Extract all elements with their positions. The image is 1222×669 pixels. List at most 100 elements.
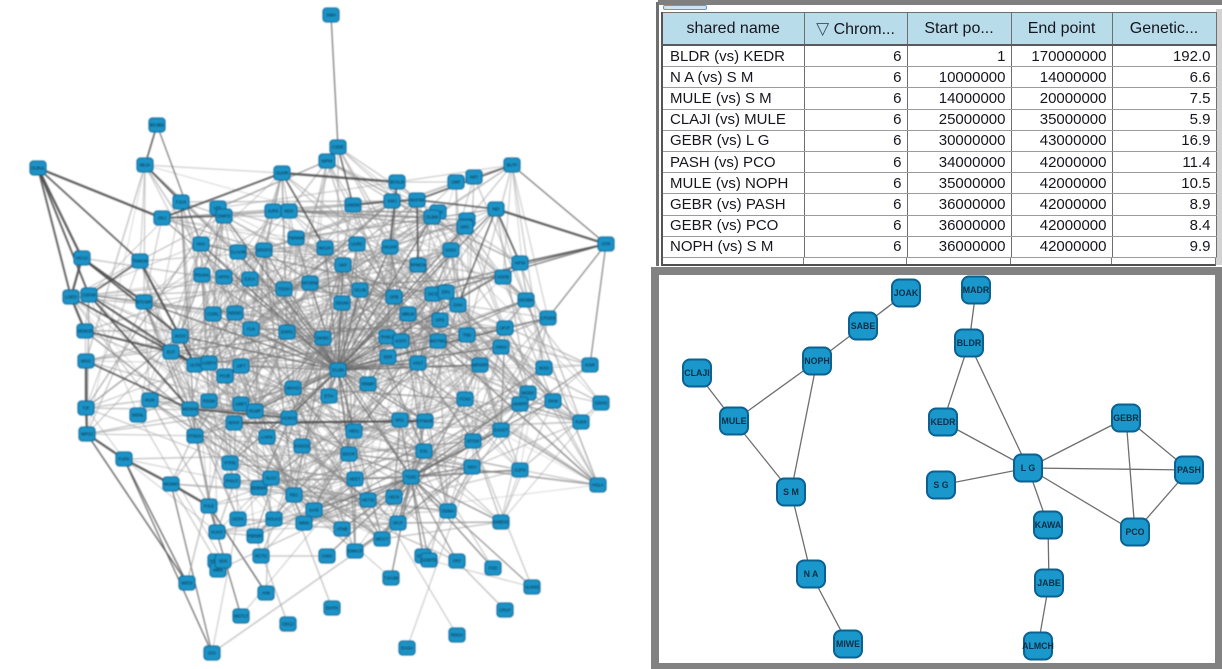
svg-text:UKF: UKF xyxy=(339,263,348,268)
svg-text:MPOJ: MPOJ xyxy=(81,432,93,437)
svg-text:EJCA: EJCA xyxy=(245,277,256,282)
svg-text:JABE: JABE xyxy=(1037,578,1061,588)
svg-text:HGLA: HGLA xyxy=(592,483,604,488)
svg-text:ODMA: ODMA xyxy=(442,509,455,514)
svg-text:EIHTK: EIHTK xyxy=(326,606,339,611)
svg-text:MIWE: MIWE xyxy=(836,639,860,649)
svg-text:N A: N A xyxy=(804,569,819,579)
svg-text:GEGJ: GEGJ xyxy=(282,622,293,627)
svg-text:WHAG: WHAG xyxy=(286,386,299,391)
svg-text:WGL: WGL xyxy=(395,418,405,423)
svg-text:UWDM: UWDM xyxy=(346,203,360,208)
svg-text:OKW: OKW xyxy=(548,399,558,404)
svg-text:PSAKK: PSAKK xyxy=(195,273,209,278)
svg-text:UDL: UDL xyxy=(214,206,223,211)
svg-text:FUFK: FUFK xyxy=(119,457,130,462)
svg-text:AHLT: AHLT xyxy=(413,361,424,366)
svg-text:RPMCN: RPMCN xyxy=(410,263,425,268)
svg-text:RCTO: RCTO xyxy=(255,554,268,559)
svg-text:HCUJ: HCUJ xyxy=(76,256,87,261)
svg-text:NDDEI: NDDEI xyxy=(228,311,241,316)
svg-text:OLBUL: OLBUL xyxy=(31,166,45,171)
svg-text:EUT: EUT xyxy=(167,350,176,355)
svg-text:CSDE: CSDE xyxy=(332,145,344,150)
svg-text:DJUGT: DJUGT xyxy=(494,428,508,433)
svg-text:CLAJI: CLAJI xyxy=(684,368,709,378)
svg-text:HOLKG: HOLKG xyxy=(267,517,282,522)
svg-text:ERJ: ERJ xyxy=(442,290,450,295)
svg-text:HEIU: HEIU xyxy=(349,429,359,434)
svg-text:KRC: KRC xyxy=(461,225,470,230)
svg-text:GGI: GGI xyxy=(208,651,216,656)
svg-text:KEDR: KEDR xyxy=(931,417,957,427)
svg-text:SDS: SDS xyxy=(219,559,228,564)
svg-text:TNWUK: TNWUK xyxy=(132,259,148,264)
svg-text:DKWC: DKWC xyxy=(317,336,330,341)
svg-text:RSSM: RSSM xyxy=(203,399,216,404)
svg-text:L G: L G xyxy=(1021,463,1036,473)
svg-text:HIFW: HIFW xyxy=(515,261,526,266)
svg-text:NDG: NDG xyxy=(284,209,293,214)
svg-text:TND: TND xyxy=(463,333,472,338)
svg-text:MSNL: MSNL xyxy=(132,413,144,418)
svg-text:LWET: LWET xyxy=(235,402,247,407)
svg-text:MADR: MADR xyxy=(963,285,990,295)
svg-text:AKRPP: AKRPP xyxy=(513,402,527,407)
svg-text:NEI: NEI xyxy=(493,207,500,212)
svg-text:PHIUT: PHIUT xyxy=(226,479,239,484)
svg-text:RRMP: RRMP xyxy=(362,382,375,387)
svg-text:AINUI: AINUI xyxy=(495,345,506,350)
svg-text:UPJT: UPJT xyxy=(500,326,511,331)
svg-text:ETAI: ETAI xyxy=(325,394,334,399)
svg-text:KWJ: KWJ xyxy=(388,199,397,204)
svg-text:KOITI: KOITI xyxy=(396,339,407,344)
svg-text:FFMJA: FFMJA xyxy=(188,434,202,439)
svg-text:SMH: SMH xyxy=(326,13,335,18)
svg-text:ATNB: ATNB xyxy=(337,527,348,532)
svg-text:PASH: PASH xyxy=(1177,465,1201,475)
svg-text:BCKLB: BCKLB xyxy=(390,180,404,185)
svg-text:WGTLT: WGTLT xyxy=(234,614,249,619)
svg-text:AKUHF: AKUHF xyxy=(383,245,398,250)
svg-text:OWFD: OWFD xyxy=(218,214,231,219)
svg-text:WUNIH: WUNIH xyxy=(164,482,178,487)
svg-text:DASU: DASU xyxy=(401,646,413,651)
svg-text:MGG: MGG xyxy=(81,359,91,364)
svg-text:NIFI: NIFI xyxy=(470,175,478,180)
svg-text:CRLP: CRLP xyxy=(499,608,510,613)
svg-text:GDHG: GDHG xyxy=(595,401,608,406)
svg-text:UURC: UURC xyxy=(351,242,363,247)
svg-text:WFKRP: WFKRP xyxy=(472,363,487,368)
svg-text:MBLM: MBLM xyxy=(402,312,415,317)
svg-text:KSSGG: KSSGG xyxy=(295,444,310,449)
svg-text:RLMP: RLMP xyxy=(249,409,261,414)
svg-text:FRT: FRT xyxy=(453,559,462,564)
svg-text:SDUW: SDUW xyxy=(336,301,349,306)
svg-text:WAUH: WAUH xyxy=(319,246,332,251)
svg-text:GLBM: GLBM xyxy=(426,215,438,220)
svg-text:OPB: OPB xyxy=(390,295,399,300)
svg-text:TOOH: TOOH xyxy=(278,287,290,292)
svg-text:BDBWK: BDBWK xyxy=(251,486,267,491)
svg-text:PHIKJ: PHIKJ xyxy=(381,335,393,340)
svg-text:ALMCH: ALMCH xyxy=(1022,641,1054,651)
svg-text:TGSC: TGSC xyxy=(405,475,417,480)
svg-text:SICG: SICG xyxy=(428,292,438,297)
svg-text:SSSC: SSSC xyxy=(445,248,456,253)
svg-text:WPNI: WPNI xyxy=(322,159,333,164)
svg-text:KISR: KISR xyxy=(585,363,595,368)
svg-text:NEET: NEET xyxy=(349,477,361,482)
svg-text:IDCHF: IDCHF xyxy=(343,452,356,457)
svg-text:WGTWU: WGTWU xyxy=(430,339,447,344)
svg-text:MBN: MBN xyxy=(213,568,222,573)
svg-text:ESL: ESL xyxy=(420,449,429,454)
svg-text:CLAUW: CLAUW xyxy=(230,250,245,255)
svg-text:GPD: GPD xyxy=(435,318,444,323)
svg-text:RJKR: RJKR xyxy=(576,420,587,425)
svg-text:JJFT: JJFT xyxy=(236,364,246,369)
svg-text:JOAK: JOAK xyxy=(894,288,919,298)
svg-text:FGD: FGD xyxy=(489,566,498,571)
svg-text:WNN: WNN xyxy=(299,521,309,526)
svg-text:LAKN: LAKN xyxy=(262,435,273,440)
svg-text:BLTP: BLTP xyxy=(507,163,517,168)
